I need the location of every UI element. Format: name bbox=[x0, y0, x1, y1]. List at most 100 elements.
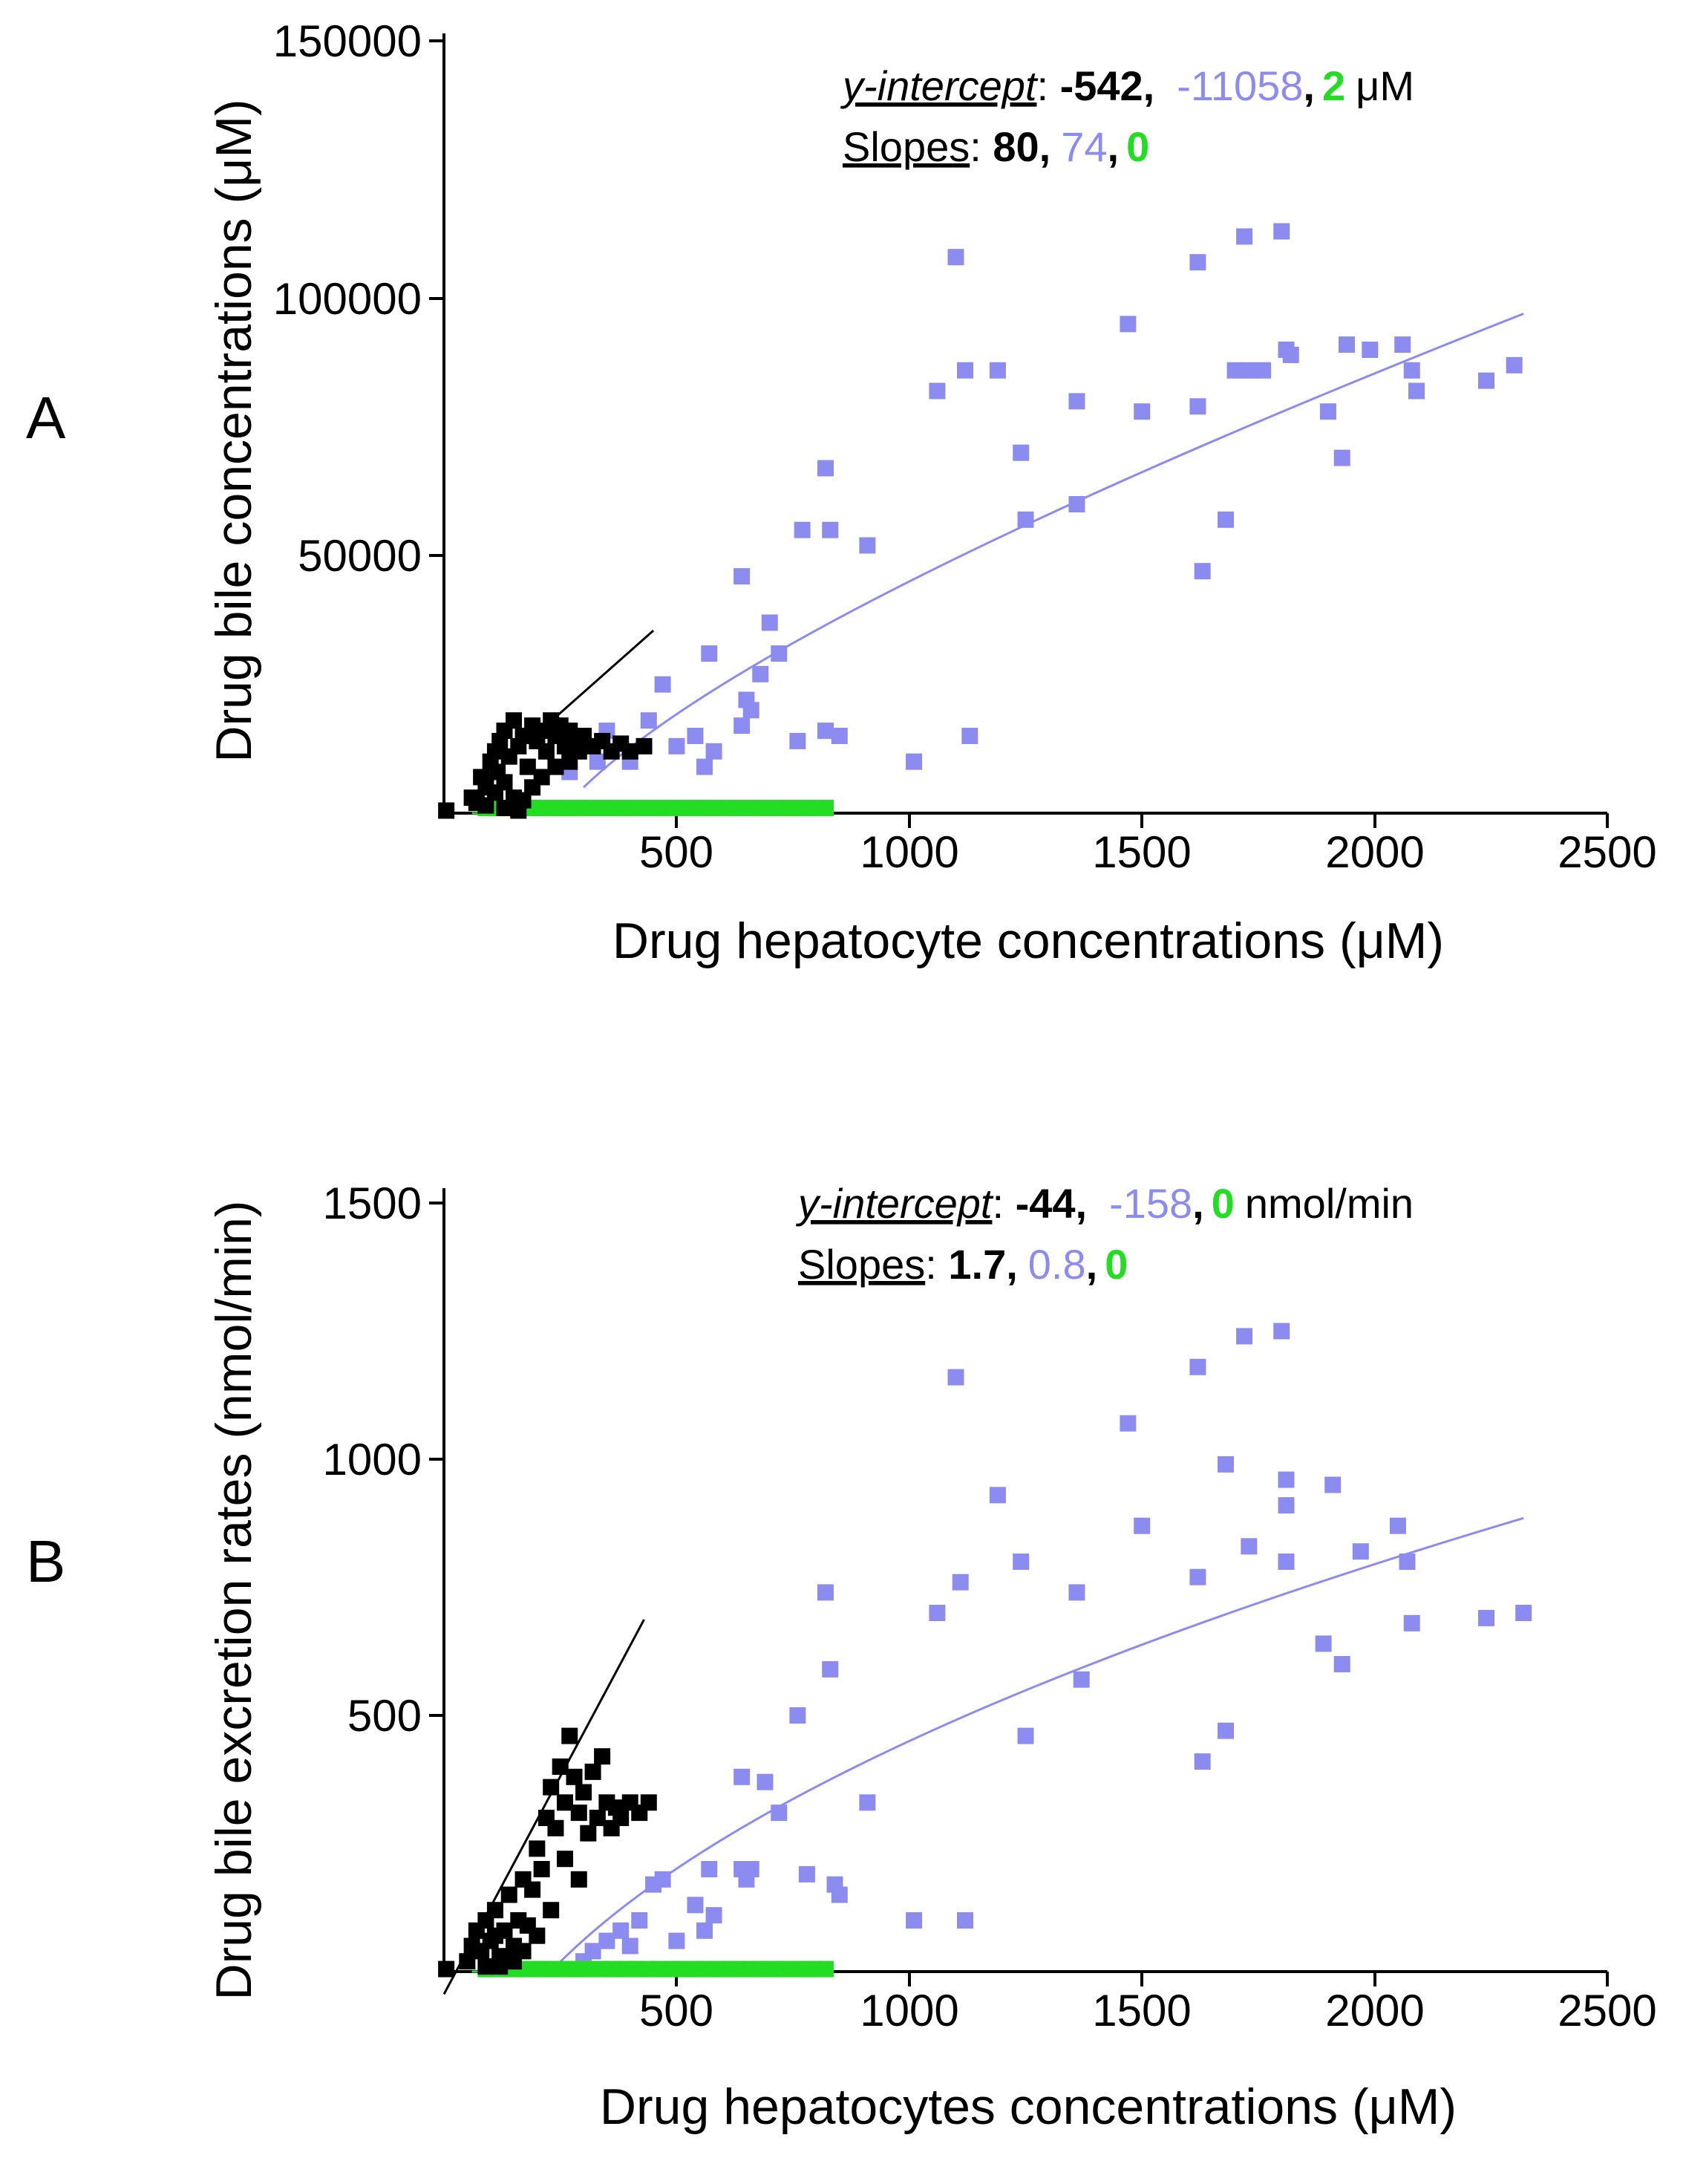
data-point-blue bbox=[1068, 496, 1085, 512]
data-point-blue bbox=[1013, 1554, 1030, 1570]
data-point-blue bbox=[1134, 1517, 1151, 1534]
data-point-blue bbox=[757, 1773, 774, 1790]
data-point-blue bbox=[589, 753, 606, 770]
data-point-black bbox=[552, 1758, 569, 1775]
intercept-label: y-intercept bbox=[840, 62, 1039, 109]
data-point-green bbox=[696, 1960, 713, 1978]
fit-curve-blue bbox=[582, 313, 1524, 789]
data-point-blue bbox=[1189, 398, 1206, 415]
data-point-black bbox=[589, 1810, 606, 1826]
data-point-blue bbox=[584, 1943, 601, 1960]
data-point-blue bbox=[752, 665, 769, 682]
data-point-black bbox=[594, 1748, 611, 1765]
data-point-green bbox=[626, 1960, 643, 1978]
data-point-blue bbox=[1403, 1614, 1420, 1632]
data-point-blue bbox=[1333, 449, 1350, 466]
data-point-blue bbox=[733, 717, 751, 734]
data-point-blue bbox=[929, 382, 946, 400]
x-tick-group: 500 1000 1500 2000 2500 bbox=[639, 813, 1657, 877]
data-point-green bbox=[789, 1960, 806, 1978]
data-point-blue bbox=[817, 1584, 834, 1601]
data-point-blue bbox=[742, 702, 759, 719]
x-tick-label: 2000 bbox=[1325, 827, 1424, 877]
data-point-blue bbox=[1315, 1635, 1332, 1652]
data-point-blue bbox=[1506, 356, 1523, 374]
y-tick-label: 1500 bbox=[323, 1179, 422, 1228]
data-point-blue bbox=[1068, 393, 1085, 410]
data-point-blue bbox=[1194, 563, 1211, 580]
data-point-black bbox=[533, 769, 550, 786]
data-point-black bbox=[566, 1768, 583, 1785]
data-point-blue bbox=[1408, 382, 1425, 400]
data-point-green bbox=[603, 1960, 620, 1978]
slope-blue: 0.8 bbox=[1028, 1241, 1086, 1288]
data-point-blue bbox=[1389, 1517, 1406, 1534]
data-point-green bbox=[650, 1960, 667, 1978]
data-point-blue bbox=[621, 1937, 638, 1955]
annotation-line-1: y-intercept: -44, -158, 0 nmol/min bbox=[795, 1180, 1414, 1227]
panel-label: A bbox=[26, 385, 66, 451]
x-tick-label: 2500 bbox=[1558, 1986, 1656, 2035]
data-point-black bbox=[510, 802, 527, 819]
data-point-blue bbox=[1218, 1722, 1235, 1739]
x-tick-label: 1500 bbox=[1092, 1986, 1191, 2035]
data-point-black bbox=[561, 1727, 578, 1744]
data-point-blue bbox=[1278, 1471, 1295, 1488]
data-point-blue bbox=[1073, 1671, 1090, 1688]
data-point-blue bbox=[1017, 1727, 1034, 1744]
data-point-green bbox=[808, 800, 825, 817]
data-point-black bbox=[580, 1825, 597, 1842]
data-point-black bbox=[459, 1953, 476, 1970]
data-point-black bbox=[543, 1779, 560, 1796]
data-point-green bbox=[556, 1960, 573, 1978]
data-point-black bbox=[500, 1948, 517, 1965]
intercept-label-colon: : bbox=[992, 1180, 1015, 1227]
data-point-blue bbox=[1120, 1415, 1137, 1432]
data-point-blue bbox=[989, 1487, 1006, 1504]
slope-green: 0 bbox=[1105, 1241, 1128, 1288]
data-point-blue bbox=[1068, 1584, 1085, 1601]
data-point-blue bbox=[761, 614, 778, 631]
data-point-blue bbox=[1278, 1554, 1295, 1570]
data-point-blue bbox=[1278, 1497, 1295, 1514]
data-point-green bbox=[626, 800, 643, 817]
x-tick-label: 2500 bbox=[1558, 827, 1656, 877]
data-point-blue bbox=[696, 758, 713, 775]
data-point-blue bbox=[598, 1932, 615, 1949]
y-tick-label: 150000 bbox=[273, 16, 422, 66]
data-point-black bbox=[575, 1784, 592, 1801]
data-point-blue bbox=[705, 743, 722, 760]
data-point-black bbox=[570, 1871, 587, 1888]
data-point-blue bbox=[822, 521, 839, 538]
data-point-blue bbox=[771, 1805, 788, 1822]
data-point-green bbox=[719, 1960, 736, 1978]
data-point-blue bbox=[1399, 1554, 1416, 1570]
data-point-blue bbox=[798, 1865, 815, 1883]
data-point-black bbox=[477, 1958, 494, 1975]
data-point-blue bbox=[831, 1886, 848, 1903]
y-tick-group: 50000 100000 150000 bbox=[273, 16, 444, 581]
data-point-blue bbox=[1515, 1605, 1532, 1621]
data-point-green bbox=[742, 1960, 759, 1978]
data-points bbox=[438, 1323, 1532, 1978]
data-point-blue bbox=[705, 1907, 722, 1924]
annotation: y-intercept: -542, -11058, 2 μM Slopes: 80,… bbox=[840, 62, 1414, 170]
data-point-black bbox=[506, 712, 523, 729]
data-point-green bbox=[719, 800, 736, 817]
data-point-black bbox=[486, 1902, 503, 1919]
data-point-blue bbox=[906, 1912, 923, 1929]
slopes-label: Slopes bbox=[843, 123, 970, 170]
data-point-blue bbox=[961, 728, 978, 744]
data-point-blue bbox=[789, 1707, 806, 1724]
data-point-blue bbox=[929, 1605, 946, 1621]
y-axis-title: Drug bile concentrations (μM) bbox=[206, 99, 262, 762]
data-point-blue bbox=[733, 1768, 751, 1785]
data-point-blue bbox=[989, 362, 1006, 379]
data-point-blue bbox=[1319, 403, 1336, 420]
intercept-blue: -158 bbox=[1109, 1180, 1192, 1227]
data-point-blue bbox=[817, 460, 834, 477]
data-point-green bbox=[742, 800, 759, 817]
data-point-green bbox=[650, 800, 667, 817]
annotation-line-2: Slopes: 1.7, 0.8, 0 bbox=[798, 1241, 1128, 1288]
